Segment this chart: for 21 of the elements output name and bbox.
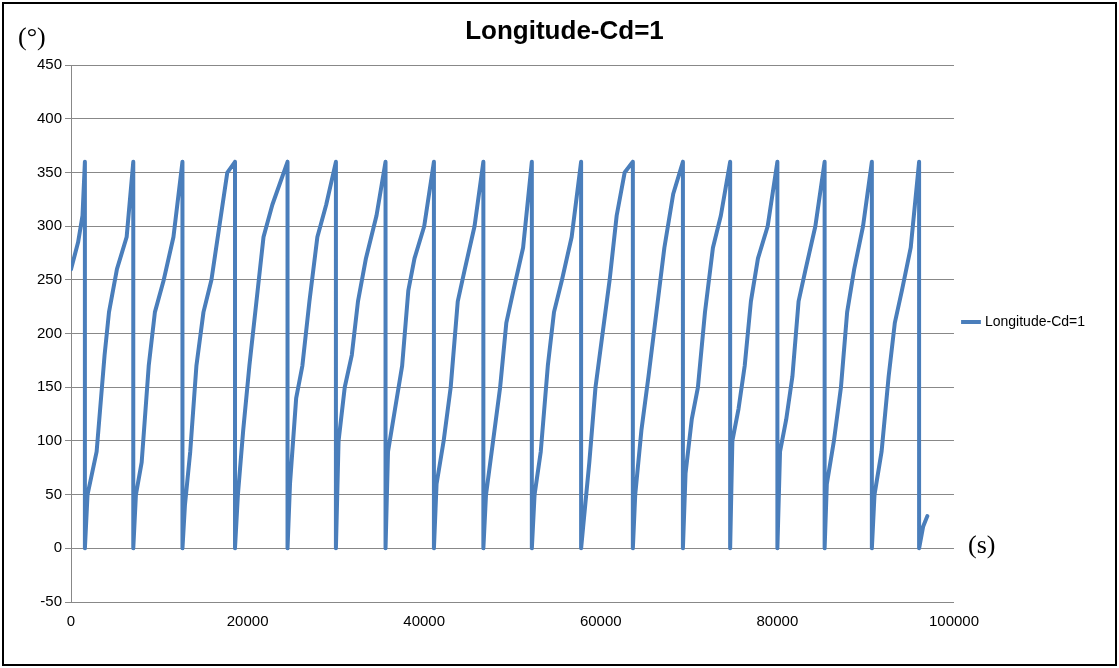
y-tick-label: 200 <box>37 323 63 341</box>
x-tick-label: 0 <box>66 612 76 630</box>
x-tick-label: 100000 <box>928 612 980 630</box>
y-tick-label: 400 <box>37 109 63 127</box>
x-tick-label: 60000 <box>579 612 622 630</box>
x-tick-label: 80000 <box>756 612 799 630</box>
x-axis-title: (s) <box>967 530 996 560</box>
y-tick-label: 300 <box>37 216 63 234</box>
y-tick-label: 350 <box>37 162 63 180</box>
y-tick-label: 0 <box>53 538 63 556</box>
legend-label: Longitude-Cd=1 <box>984 312 1086 329</box>
y-tick-label: 100 <box>37 431 63 449</box>
x-tick-label: 20000 <box>226 612 269 630</box>
y-tick-label: 150 <box>37 377 63 395</box>
x-tick-label: 40000 <box>403 612 446 630</box>
y-tick-label: 250 <box>37 270 63 288</box>
y-tick-label: 450 <box>37 55 63 73</box>
y-tick-label: -50 <box>40 592 63 610</box>
y-axis-title: (°) <box>18 21 46 51</box>
chart-title: Longitude-Cd=1 <box>465 14 664 45</box>
y-tick-label: 50 <box>45 484 63 502</box>
